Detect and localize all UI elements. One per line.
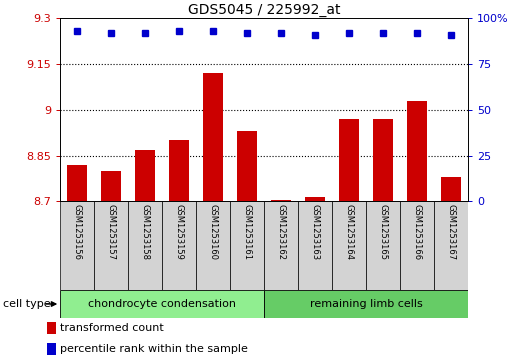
Bar <box>162 201 196 290</box>
Text: GSM1253156: GSM1253156 <box>73 204 82 260</box>
Bar <box>101 171 121 201</box>
Text: GSM1253163: GSM1253163 <box>311 204 320 260</box>
Text: GSM1253158: GSM1253158 <box>141 204 150 260</box>
Text: GSM1253164: GSM1253164 <box>345 204 354 260</box>
Bar <box>135 150 155 201</box>
Text: GSM1253162: GSM1253162 <box>277 204 286 260</box>
Bar <box>305 197 325 201</box>
Bar <box>400 201 434 290</box>
Text: chondrocyte condensation: chondrocyte condensation <box>88 299 236 309</box>
Bar <box>230 201 264 290</box>
Text: transformed count: transformed count <box>60 323 164 333</box>
Bar <box>169 140 189 201</box>
Text: percentile rank within the sample: percentile rank within the sample <box>60 344 248 354</box>
Bar <box>332 201 366 290</box>
Bar <box>60 290 264 318</box>
Bar <box>128 201 162 290</box>
Bar <box>366 201 400 290</box>
Text: GSM1253160: GSM1253160 <box>209 204 218 260</box>
Bar <box>264 290 468 318</box>
Text: remaining limb cells: remaining limb cells <box>310 299 423 309</box>
Bar <box>339 119 359 201</box>
Bar <box>47 343 56 355</box>
Bar <box>237 131 257 201</box>
Bar <box>373 119 393 201</box>
Bar <box>407 101 427 201</box>
Text: GSM1253166: GSM1253166 <box>413 204 422 260</box>
Bar <box>94 201 128 290</box>
Bar <box>441 177 461 201</box>
Bar <box>67 165 87 201</box>
Text: cell type: cell type <box>3 299 50 309</box>
Text: GSM1253159: GSM1253159 <box>175 204 184 260</box>
Text: GSM1253167: GSM1253167 <box>447 204 456 260</box>
Text: GSM1253161: GSM1253161 <box>243 204 252 260</box>
Bar <box>203 73 223 201</box>
Bar <box>264 201 298 290</box>
Bar <box>298 201 332 290</box>
Text: GSM1253157: GSM1253157 <box>107 204 116 260</box>
Title: GDS5045 / 225992_at: GDS5045 / 225992_at <box>188 3 340 17</box>
Bar <box>434 201 468 290</box>
Text: GSM1253165: GSM1253165 <box>379 204 388 260</box>
Bar <box>196 201 230 290</box>
Bar <box>271 200 291 201</box>
Bar <box>47 322 56 334</box>
Bar <box>60 201 94 290</box>
